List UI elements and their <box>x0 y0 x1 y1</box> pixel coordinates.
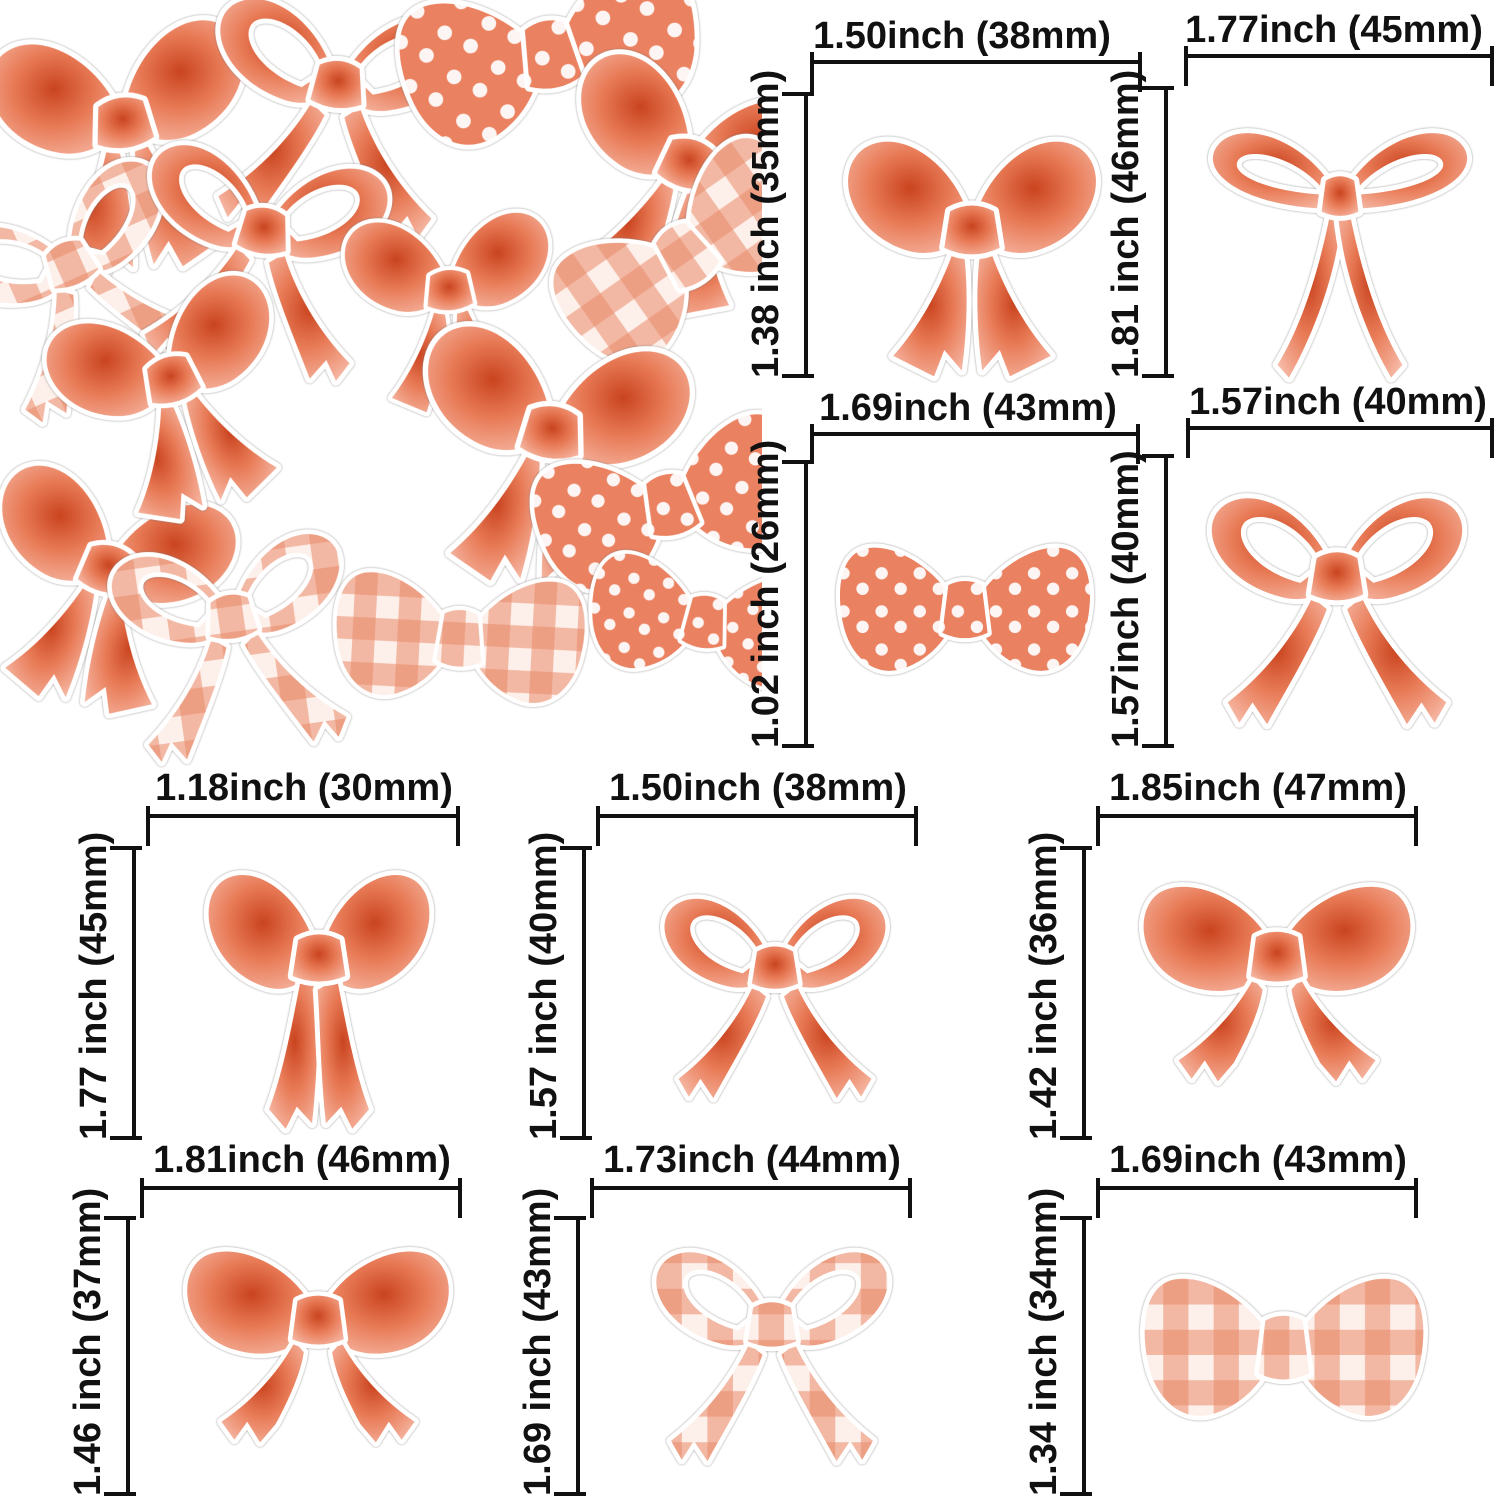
width-dimension-line <box>810 424 1140 464</box>
thin-bow-solid-measured <box>1190 84 1490 389</box>
width-dimension-line <box>146 806 460 846</box>
measured-bow-image <box>1184 450 1490 758</box>
height-dimension-label: 1.02 inch (26mm) <box>745 439 787 748</box>
measured-bow-image <box>640 844 910 1140</box>
width-dimension-label: 1.69inch (43mm) <box>819 387 1117 429</box>
width-dimension-label: 1.50inch (38mm) <box>813 15 1111 57</box>
width-dimension-line <box>590 1178 912 1218</box>
height-dimension-label: 1.38 inch (35mm) <box>745 69 787 378</box>
pile-bow <box>576 529 762 714</box>
classic-bow-solid-measured <box>826 92 1118 392</box>
height-dimension-label: 1.81 inch (46mm) <box>1105 69 1147 378</box>
height-dimension-label: 1.57inch (40mm) <box>1105 450 1147 748</box>
height-dimension-label: 1.57 inch (40mm) <box>523 831 565 1140</box>
bowtie-gingham-measured <box>1138 1236 1430 1458</box>
measured-bow-image <box>826 92 1118 392</box>
height-dimension-line <box>1142 86 1174 378</box>
width-dimension-line <box>1186 418 1494 458</box>
height-dimension-label: 1.34 inch (34mm) <box>1023 1187 1065 1496</box>
bowtie-polka-dot-pile <box>576 529 762 714</box>
width-dimension-line <box>810 52 1142 92</box>
width-dimension-label: 1.57inch (40mm) <box>1189 381 1487 423</box>
height-dimension-line <box>560 846 592 1140</box>
height-dimension-label: 1.69 inch (43mm) <box>517 1187 559 1496</box>
bowtie-gingham-pile <box>326 548 594 727</box>
height-dimension-line <box>110 846 142 1140</box>
measured-bow-image <box>1138 1236 1430 1458</box>
measured-bow-image <box>170 1212 466 1468</box>
bowtie-polka-dot-measured <box>834 498 1096 720</box>
height-dimension-line <box>782 92 814 378</box>
measured-bow-image <box>1126 844 1428 1110</box>
width-dimension-line <box>1096 806 1418 846</box>
height-dimension-line <box>104 1216 136 1496</box>
width-dimension-label: 1.18inch (30mm) <box>155 767 453 809</box>
height-dimension-line <box>1142 454 1174 748</box>
measured-bow-image <box>626 1212 918 1488</box>
width-dimension-line <box>140 1178 462 1218</box>
height-dimension-line <box>1060 846 1092 1140</box>
measured-bow-image <box>1190 84 1490 389</box>
width-dimension-line <box>1184 46 1494 86</box>
ribbon-bow-solid-measured <box>1184 450 1490 758</box>
wide-bow-solid-measured <box>1126 844 1428 1110</box>
width-dimension-label: 1.50inch (38mm) <box>609 767 907 809</box>
ribbon-bow-gingham-measured <box>626 1212 918 1488</box>
height-dimension-line <box>1060 1216 1092 1496</box>
width-dimension-label: 1.73inch (44mm) <box>603 1139 901 1181</box>
measured-bow-image <box>194 842 444 1142</box>
width-dimension-label: 1.85inch (47mm) <box>1109 767 1407 809</box>
measured-bow-image <box>834 498 1096 720</box>
width-dimension-line <box>1096 1178 1418 1218</box>
cheer-bow-solid-measured <box>194 842 444 1142</box>
width-dimension-label: 1.77inch (45mm) <box>1185 9 1483 51</box>
pile-bow <box>326 548 594 727</box>
ribbon-bow-solid-measured <box>640 844 910 1140</box>
height-dimension-label: 1.77 inch (45mm) <box>73 831 115 1140</box>
wide-bow-solid-measured <box>170 1212 466 1468</box>
height-dimension-line <box>782 460 814 748</box>
width-dimension-line <box>596 806 918 846</box>
height-dimension-label: 1.42 inch (36mm) <box>1023 831 1065 1140</box>
height-dimension-label: 1.46 inch (37mm) <box>67 1187 109 1496</box>
bow-pile <box>0 0 762 772</box>
width-dimension-label: 1.69inch (43mm) <box>1109 1139 1407 1181</box>
height-dimension-line <box>554 1216 586 1496</box>
width-dimension-label: 1.81inch (46mm) <box>153 1139 451 1181</box>
